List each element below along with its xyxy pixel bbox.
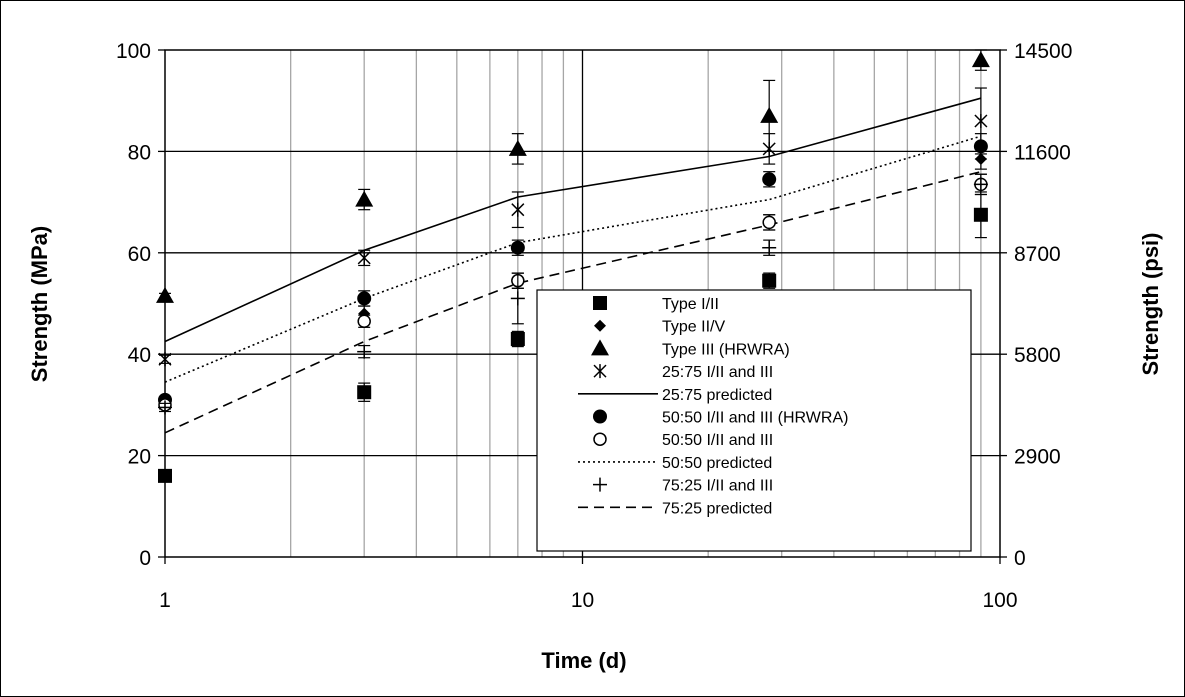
legend-item: Type III (HRWRA) <box>591 339 790 358</box>
legend-label: 50:50 I/II and III (HRWRA) <box>662 410 848 427</box>
y-tick-label: 100 <box>116 40 151 63</box>
data-point <box>158 468 172 483</box>
data-point <box>971 51 990 68</box>
legend-marker <box>593 296 607 310</box>
x-tick-label: 100 <box>982 589 1017 612</box>
y2-axis-title: Strength (psi) <box>1138 233 1163 376</box>
legend-label: 50:50 predicted <box>662 455 772 472</box>
data-point <box>510 291 525 306</box>
data-point <box>357 385 372 400</box>
data-point <box>357 291 372 306</box>
legend-item: 25:75 I/II and III <box>593 364 773 381</box>
data-point <box>511 202 525 217</box>
legend-item: 75:25 I/II and III <box>593 477 773 495</box>
data-point <box>762 240 777 255</box>
y2-tick-label: 2900 <box>1014 446 1061 469</box>
x-tick-label: 10 <box>571 589 594 612</box>
data-point <box>156 286 174 303</box>
legend-label: Type III (HRWRA) <box>662 341 790 358</box>
legend-label: Type I/II <box>662 296 719 313</box>
y-axis-title: Strength (MPa) <box>27 226 52 382</box>
data-point <box>357 344 372 359</box>
legend-label: 50:50 I/II and III <box>662 432 773 449</box>
legend-item: 75:25 predicted <box>578 500 772 517</box>
legend-label: 25:75 predicted <box>662 387 772 404</box>
data-point <box>973 177 988 192</box>
legend-item: 50:50 predicted <box>578 455 772 472</box>
y2-tick-label: 0 <box>1014 547 1026 570</box>
data-point <box>357 314 371 328</box>
legend-label: Type II/V <box>662 319 725 336</box>
y-tick-label: 40 <box>128 344 151 367</box>
x-axis-title: Time (d) <box>541 648 626 673</box>
legend-marker <box>593 477 607 492</box>
y2-tick-label: 11600 <box>1014 141 1071 164</box>
legend-label: 75:25 predicted <box>662 500 772 517</box>
legend-label: 25:75 I/II and III <box>662 364 773 381</box>
x-tick-label: 1 <box>159 589 171 612</box>
data-point <box>355 190 374 207</box>
y2-tick-label: 14500 <box>1014 40 1072 63</box>
data-point <box>762 172 777 187</box>
data-point <box>510 240 525 255</box>
legend-item: Type II/V <box>594 319 725 336</box>
tick-labels: 0 20 40 60 80 100 0 2900 5800 8700 11600 14500 1 10 10… <box>116 40 1072 612</box>
legend-marker <box>591 339 609 356</box>
data-point <box>357 250 371 265</box>
y-tick-label: 0 <box>139 547 151 570</box>
data-point <box>510 331 525 346</box>
legend-box <box>536 289 972 552</box>
data-point <box>762 141 776 156</box>
legend: Type I/II Type II/V Type III (HRWRA) 25:75 … <box>536 289 972 552</box>
data-point <box>974 113 988 128</box>
data-point <box>508 139 527 156</box>
legend-marker <box>593 432 607 446</box>
legend-marker <box>593 364 607 379</box>
legend-item: 50:50 I/II and III <box>593 432 773 449</box>
y2-tick-label: 8700 <box>1014 243 1061 266</box>
y-tick-label: 60 <box>128 243 151 266</box>
data-point <box>760 106 779 123</box>
y-tick-label: 20 <box>128 446 151 469</box>
data-point <box>158 352 172 367</box>
legend-label: 75:25 I/II and III <box>662 478 773 495</box>
legend-marker <box>594 319 606 332</box>
data-point <box>973 139 988 154</box>
series-line <box>164 170 982 434</box>
axis-ticks <box>158 49 1007 564</box>
data-point <box>762 273 777 288</box>
y2-tick-label: 5800 <box>1014 344 1061 367</box>
legend-item: 25:75 predicted <box>578 387 772 404</box>
legend-item: Type I/II <box>593 296 719 313</box>
series-layer <box>156 49 990 483</box>
data-point <box>158 400 172 415</box>
y-tick-label: 80 <box>128 141 151 164</box>
legend-item: 50:50 I/II and III (HRWRA) <box>593 409 848 427</box>
data-point <box>762 215 776 230</box>
legend-marker <box>593 409 607 424</box>
data-point <box>973 207 988 222</box>
